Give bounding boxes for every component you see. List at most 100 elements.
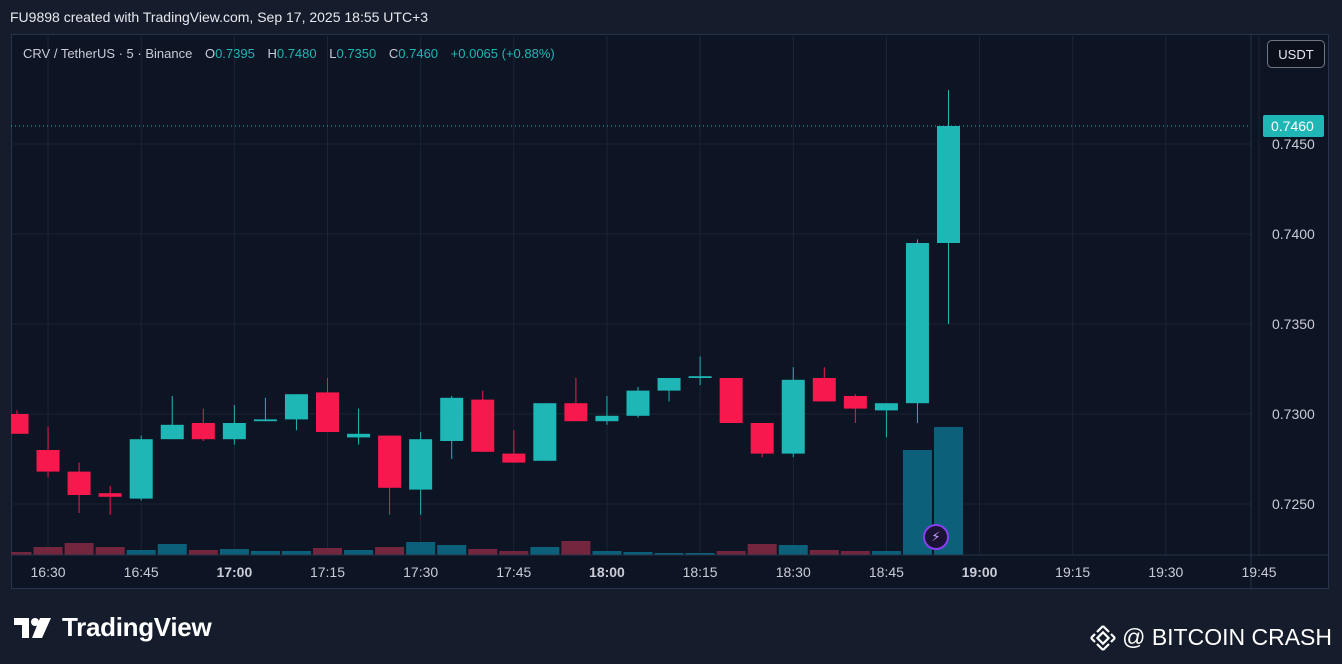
time-tick-label: 16:45	[124, 564, 159, 580]
volume-bar	[499, 551, 529, 555]
volume-bar	[281, 551, 311, 555]
chart-panel	[11, 34, 1329, 589]
close-label: C	[388, 46, 399, 61]
candle	[222, 405, 246, 445]
time-tick-label: 18:45	[869, 564, 904, 580]
candle	[160, 396, 184, 440]
candle-body	[937, 126, 960, 243]
volume-bar	[871, 551, 901, 555]
candle-body	[471, 399, 495, 452]
volume-bar	[406, 542, 436, 555]
candle	[626, 387, 650, 418]
volume-bar	[250, 551, 280, 555]
candle	[812, 367, 836, 402]
candle-body	[781, 379, 805, 454]
candle-body	[843, 396, 867, 409]
candle-body	[440, 397, 464, 441]
lightning-bolt-icon[interactable]: ⚡	[923, 524, 949, 550]
volume-bar	[468, 549, 498, 555]
time-tick-label: 19:15	[1055, 564, 1090, 580]
candle	[843, 394, 867, 423]
candle	[409, 432, 433, 515]
symbol-label[interactable]: CRV / TetherUS · 5 · Binance	[23, 46, 193, 61]
volume-bar	[313, 548, 342, 555]
last-price-label: 0.7460	[1271, 118, 1314, 134]
binance-diamond-icon	[1090, 624, 1116, 651]
volume-bar	[747, 544, 777, 555]
price-tick-label: 0.7300	[1272, 406, 1315, 422]
candle-body	[564, 403, 588, 422]
tradingview-logo: TradingView	[14, 612, 212, 643]
candle-body	[98, 493, 122, 497]
candles	[11, 90, 960, 515]
time-tick-label: 19:45	[1241, 564, 1276, 580]
candle	[688, 356, 712, 386]
time-tick-label: 18:15	[683, 564, 718, 580]
watermark: @ BITCOIN CRASH	[1090, 624, 1332, 651]
open-label: O	[204, 46, 216, 61]
candle-body	[502, 453, 526, 463]
time-tick-label: 19:00	[962, 564, 998, 580]
candle	[781, 367, 805, 458]
time-tick-label: 17:30	[403, 564, 438, 580]
last-price-label-bg	[1263, 115, 1324, 137]
candle-body	[378, 435, 402, 488]
time-tick-label: 17:00	[216, 564, 252, 580]
volume-bar	[157, 544, 187, 555]
volume-bar	[375, 547, 405, 555]
candle	[284, 394, 308, 431]
volume-bar	[685, 553, 715, 555]
time-tick-label: 17:45	[496, 564, 531, 580]
volume-bar	[126, 550, 156, 555]
candle	[533, 403, 557, 461]
volume-bar	[778, 545, 808, 555]
volume-bar	[344, 550, 374, 555]
candle-body	[719, 378, 743, 423]
candle-body	[67, 471, 91, 495]
candle-body	[874, 403, 898, 411]
close-value: 0.7460	[398, 46, 439, 61]
price-tick-label: 0.7400	[1272, 226, 1315, 242]
chart-grid	[11, 34, 1260, 555]
currency-button[interactable]: USDT	[1267, 40, 1325, 68]
change-value: +0.0065 (+0.88%)	[450, 46, 555, 61]
volume-bar	[188, 550, 218, 555]
volume-bar	[219, 549, 249, 555]
candle-body	[533, 403, 557, 461]
price-tick-label: 0.7450	[1272, 136, 1315, 152]
candle-body	[688, 376, 712, 378]
candle	[905, 239, 929, 423]
volume-bar	[809, 550, 839, 555]
candle	[347, 408, 371, 445]
candle-body	[11, 414, 29, 434]
candle	[502, 430, 526, 463]
candle-body	[347, 433, 371, 438]
ohlc-legend: CRV / TetherUS · 5 · Binance O0.7395 H0.…	[23, 46, 555, 61]
candle-body	[626, 390, 650, 416]
candle	[564, 378, 588, 422]
candle-body	[129, 439, 153, 499]
candle	[129, 435, 153, 501]
candle	[719, 378, 743, 423]
volume-bar	[654, 553, 684, 555]
candle	[595, 396, 619, 425]
candle	[657, 378, 681, 402]
volume-bar	[592, 551, 622, 555]
volume-bar	[840, 551, 870, 555]
time-tick-label: 16:30	[31, 564, 66, 580]
time-tick-label: 18:00	[589, 564, 625, 580]
open-value: 0.7395	[215, 46, 255, 61]
high-value: 0.7480	[276, 46, 317, 61]
price-chart[interactable]: 0.7460 0.7450 0.7400 0.7350 0.7300 0.7250 16…	[11, 34, 1329, 589]
volume-bar	[716, 551, 746, 555]
candle-body	[595, 415, 619, 422]
candle	[11, 410, 29, 434]
time-tick-label: 19:30	[1148, 564, 1183, 580]
chart-caption: FU9898 created with TradingView.com, Sep…	[10, 9, 429, 25]
candle-body	[191, 423, 215, 440]
candle	[98, 486, 122, 515]
price-tick-label: 0.7250	[1272, 496, 1315, 512]
candle-body	[284, 394, 308, 420]
volume-bar	[95, 547, 125, 555]
candle	[471, 390, 495, 452]
